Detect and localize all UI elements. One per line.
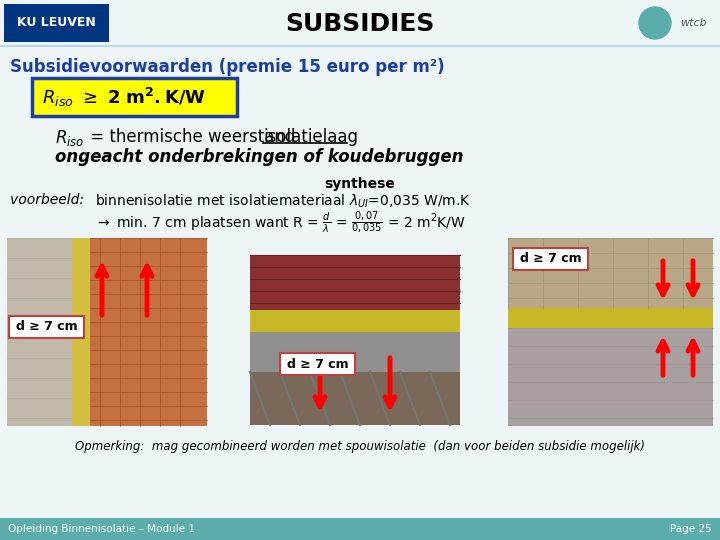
Text: $R_{iso}$: $R_{iso}$ [55, 128, 84, 148]
Bar [32, 78, 237, 116]
Text: synthese: synthese [325, 177, 395, 191]
Bar [7, 238, 72, 426]
Text: isolatielaag: isolatielaag [263, 128, 358, 146]
Text: voorbeeld:: voorbeeld: [10, 193, 84, 207]
Text: KU LEUVEN: KU LEUVEN [17, 17, 95, 30]
Text: Opmerking:  mag gecombineerd worden met spouwisolatie  (dan voor beiden subsidie: Opmerking: mag gecombineerd worden met s… [75, 440, 645, 453]
Bar [250, 332, 460, 372]
Text: = thermische weerstand: = thermische weerstand [85, 128, 301, 146]
Bar [508, 238, 713, 426]
Bar [7, 238, 207, 426]
Bar [0, 518, 720, 540]
Text: wtcb: wtcb [680, 18, 707, 28]
Circle shape [639, 7, 671, 39]
Bar [250, 255, 460, 425]
Text: Subsidievoorwaarden (premie 15 euro per m²): Subsidievoorwaarden (premie 15 euro per … [10, 58, 445, 76]
Bar [87, 238, 207, 426]
Text: d ≥ 7 cm: d ≥ 7 cm [520, 253, 581, 266]
Text: ongeacht onderbrekingen of koudebruggen: ongeacht onderbrekingen of koudebruggen [55, 148, 464, 166]
Bar [72, 238, 90, 426]
Bar [250, 255, 460, 310]
Bar [508, 308, 713, 328]
Bar [4, 4, 109, 42]
Bar [508, 328, 713, 426]
Bar [508, 238, 713, 308]
Bar [513, 248, 588, 270]
Text: Opleiding Binnenisolatie – Module 1: Opleiding Binnenisolatie – Module 1 [8, 524, 195, 534]
Text: $R_{iso}$ $\geq$ $\mathbf{2\ m^2.K/W}$: $R_{iso}$ $\geq$ $\mathbf{2\ m^2.K/W}$ [42, 85, 206, 109]
Text: SUBSIDIES: SUBSIDIES [285, 12, 435, 36]
Text: d ≥ 7 cm: d ≥ 7 cm [287, 357, 348, 370]
Bar [9, 316, 84, 338]
Bar [620, 4, 716, 42]
Text: Page 25: Page 25 [670, 524, 712, 534]
Text: d ≥ 7 cm: d ≥ 7 cm [16, 321, 77, 334]
Bar [250, 310, 460, 332]
Text: $\rightarrow$ min. 7 cm plaatsen want R = $\frac{d}{\lambda}$ = $\frac{0,07}{0,0: $\rightarrow$ min. 7 cm plaatsen want R … [95, 210, 466, 237]
Bar [0, 0, 720, 46]
Bar [280, 353, 355, 375]
Text: binnenisolatie met isolatiemateriaal $\lambda_{UI}$=0,035 W/m.K: binnenisolatie met isolatiemateriaal $\l… [95, 193, 472, 211]
